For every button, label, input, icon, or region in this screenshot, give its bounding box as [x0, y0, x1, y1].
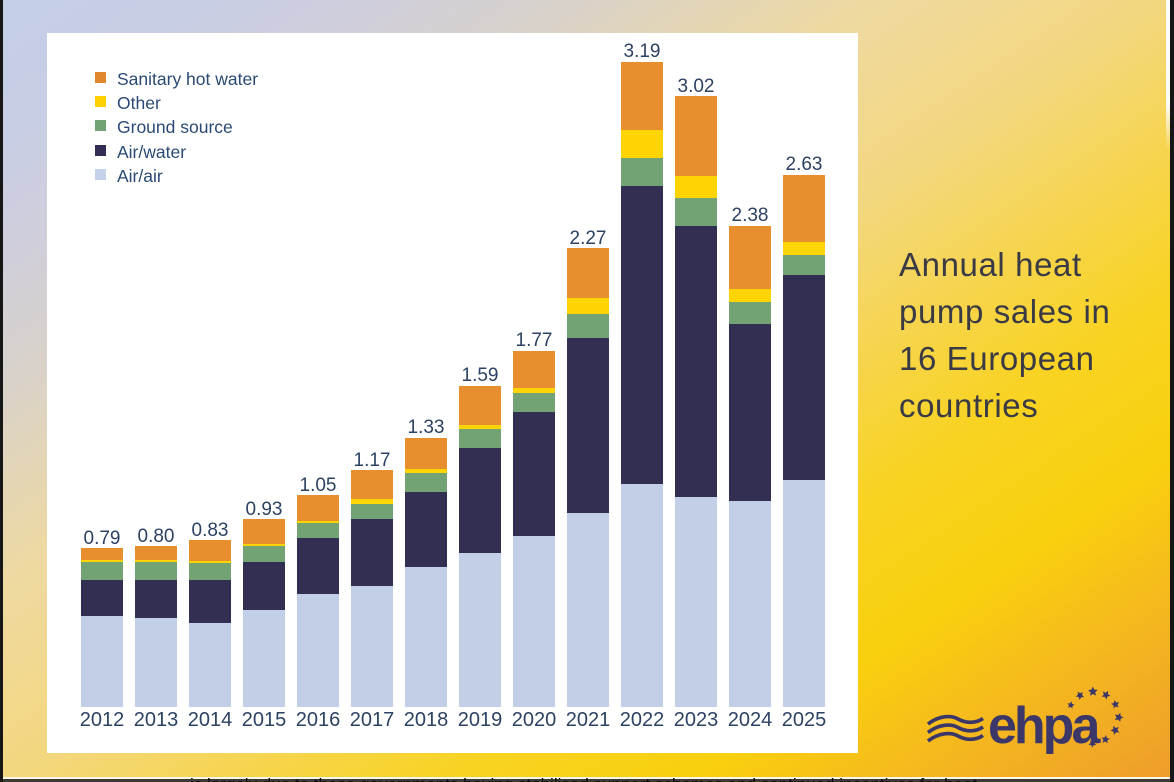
svg-text:ehpa: ehpa: [988, 697, 1101, 755]
